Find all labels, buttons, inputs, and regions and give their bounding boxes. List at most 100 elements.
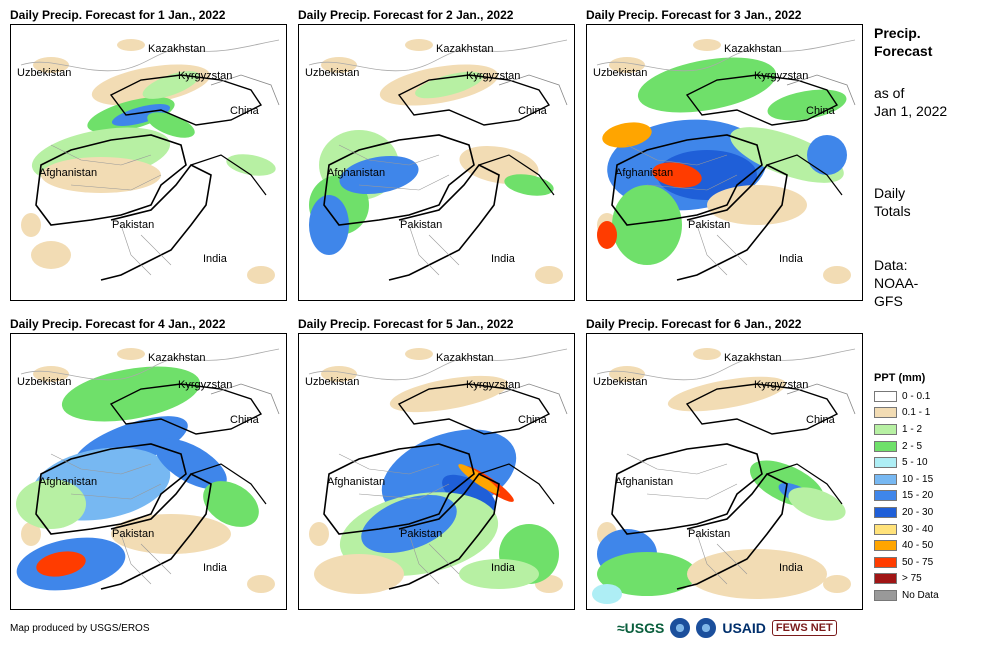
country-label-kazakhstan: Kazakhstan [148,352,206,364]
precip-map: Kazakhstan Uzbekistan Kyrgyzstan China Afgha… [10,24,287,301]
legend-swatch [874,540,897,552]
country-label-uzbekistan: Uzbekistan [593,376,648,388]
legend-item: 2 - 5 [874,438,939,455]
country-label-pakistan: Pakistan [112,219,155,231]
precip-legend: PPT (mm) 0 - 0.1 0.1 - 1 1 - 2 2 - 5 5 - 10 1… [874,372,939,604]
country-label-kazakhstan: Kazakhstan [436,352,494,364]
panel-title: Daily Precip. Forecast for 1 Jan., 2022 [10,8,226,22]
legend-item: 20 - 30 [874,504,939,521]
legend-swatch [874,457,897,469]
country-label-india: India [779,562,803,574]
country-label-afghanistan: Afghanistan [327,476,386,488]
legend-label: 0.1 - 1 [902,407,931,419]
country-label-china: China [230,414,259,426]
legend-item: 0 - 0.1 [874,388,939,405]
country-label-pakistan: Pakistan [112,528,155,540]
country-label-china: China [230,105,259,117]
data-source-note: Data: NOAA- GFS [874,257,919,309]
country-label-china: China [806,414,835,426]
country-label-pakistan: Pakistan [688,219,731,231]
legend-item: 5 - 10 [874,454,939,471]
legend-item: 50 - 75 [874,554,939,571]
legend-label: 50 - 75 [902,556,934,568]
country-label-afghanistan: Afghanistan [327,167,386,179]
legend-item: No Data [874,587,939,604]
map-graphic [308,39,568,284]
usgs-logo: ≈USGS [617,620,665,636]
country-label-kyrgyzstan: Kyrgyzstan [754,379,809,391]
legend-swatch [874,390,897,402]
precip-map: Kazakhstan Uzbekistan Kyrgyzstan China Afgha… [586,333,863,610]
legend-label: 5 - 10 [902,457,928,469]
country-label-afghanistan: Afghanistan [39,476,98,488]
country-label-china: China [806,105,835,117]
precip-map: Kazakhstan Uzbekistan Kyrgyzstan China Afgha… [586,24,863,301]
country-label-kyrgyzstan: Kyrgyzstan [466,379,521,391]
usaid-logo: USAID [722,620,766,636]
legend-swatch [874,490,897,502]
country-label-pakistan: Pakistan [400,528,443,540]
legend-item: 40 - 50 [874,537,939,554]
legend-title: PPT (mm) [874,372,926,384]
country-label-india: India [491,562,515,574]
fews-net-logo: FEWS NET [771,620,837,636]
country-label-kyrgyzstan: Kyrgyzstan [466,70,521,82]
country-label-afghanistan: Afghanistan [39,167,98,179]
panel-title: Daily Precip. Forecast for 5 Jan., 2022 [298,317,514,331]
legend-swatch [874,407,897,419]
legend-swatch [874,473,897,485]
map-graphic [20,39,280,284]
country-label-kazakhstan: Kazakhstan [724,43,782,55]
country-label-kazakhstan: Kazakhstan [148,43,206,55]
legend-item: 30 - 40 [874,521,939,538]
country-label-uzbekistan: Uzbekistan [17,67,72,79]
country-label-uzbekistan: Uzbekistan [305,67,360,79]
precip-map: Kazakhstan Uzbekistan Kyrgyzstan China Afgha… [298,24,575,301]
country-label-pakistan: Pakistan [688,528,731,540]
map-credit: Map produced by USGS/EROS [10,623,150,634]
country-label-uzbekistan: Uzbekistan [17,376,72,388]
precip-map: Kazakhstan Uzbekistan Kyrgyzstan China Afgha… [10,333,287,610]
legend-swatch [874,556,897,568]
legend-swatch [874,573,897,585]
legend-label: 0 - 0.1 [902,390,931,402]
legend-label: No Data [902,589,939,601]
legend-label: 10 - 15 [902,473,934,485]
legend-label: 15 - 20 [902,490,934,502]
country-label-india: India [779,253,803,265]
map-graphic [308,348,568,594]
legend-label: > 75 [902,573,922,585]
country-label-afghanistan: Afghanistan [615,476,674,488]
legend-item: > 75 [874,571,939,588]
legend-swatch [874,589,897,601]
country-label-china: China [518,414,547,426]
country-label-afghanistan: Afghanistan [615,167,674,179]
as-of-date: as of Jan 1, 2022 [874,85,948,119]
legend-swatch [874,523,897,535]
country-label-india: India [491,253,515,265]
legend-swatch [874,423,897,435]
noaa-logo-icon [670,618,691,638]
legend-label: 2 - 5 [902,440,923,452]
country-label-uzbekistan: Uzbekistan [305,376,360,388]
map-graphic [592,348,856,604]
country-label-kyrgyzstan: Kyrgyzstan [754,70,809,82]
country-label-uzbekistan: Uzbekistan [593,67,648,79]
panel-title: Daily Precip. Forecast for 6 Jan., 2022 [586,317,802,331]
country-label-china: China [518,105,547,117]
panel-title: Daily Precip. Forecast for 3 Jan., 2022 [586,8,802,22]
side-title: Precip. Forecast [874,25,933,59]
panel-title: Daily Precip. Forecast for 2 Jan., 2022 [298,8,514,22]
country-label-kyrgyzstan: Kyrgyzstan [178,379,233,391]
legend-label: 20 - 30 [902,506,934,518]
agency-logos: ≈USGS USAID FEWS NET [617,618,837,638]
legend-swatch [874,506,897,518]
legend-item: 10 - 15 [874,471,939,488]
legend-swatch [874,440,897,452]
us-seal-icon [696,618,717,638]
legend-label: 40 - 50 [902,540,934,552]
legend-label: 30 - 40 [902,523,934,535]
legend-item: 1 - 2 [874,421,939,438]
precip-map: Kazakhstan Uzbekistan Kyrgyzstan China Afgha… [298,333,575,610]
map-graphic [596,39,856,284]
